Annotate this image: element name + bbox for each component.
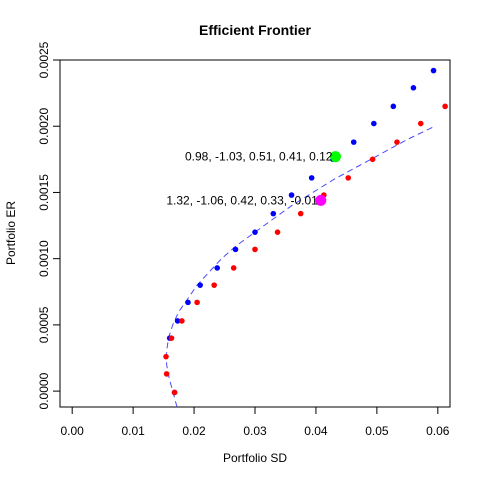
series-1-point: [185, 299, 191, 306]
highlight-point-2: [315, 194, 327, 206]
x-tick-label: 0.06: [426, 424, 450, 438]
series-2-point: [442, 103, 448, 110]
series-1-point: [308, 175, 315, 181]
series-1-point: [197, 282, 203, 288]
series-1-point: [270, 210, 277, 217]
series-2-point: [230, 265, 237, 271]
series-1-point: [288, 192, 295, 198]
chart-title: Efficient Frontier: [199, 22, 312, 38]
series-2-point: [297, 210, 304, 217]
y-tick-label: 0.0000: [37, 372, 51, 409]
highlight-point-1: [329, 151, 341, 163]
series-1-point: [430, 67, 437, 74]
series-2-point: [211, 282, 217, 288]
x-tick-label: 0.00: [61, 424, 85, 438]
x-axis: 0.00 0.01 0.02 0.03 0.04 0.05 0.06: [61, 407, 450, 438]
series-2-point: [179, 318, 185, 324]
y-axis-label: Portfolio ER: [4, 201, 18, 265]
x-axis-label: Portfolio SD: [223, 451, 287, 465]
y-axis: 0.0000 0.0005 0.0010 0.0015 0.0020 0.0025: [37, 41, 60, 409]
series-2-point: [417, 120, 424, 127]
y-tick-label: 0.0010: [37, 240, 51, 277]
series-2-point: [194, 299, 200, 306]
series-1-point: [252, 229, 258, 235]
series-2-point: [394, 139, 400, 145]
series-2-point: [163, 371, 170, 377]
series-2-point: [274, 229, 281, 235]
y-tick-label: 0.0005: [37, 306, 51, 343]
series-2-point: [171, 389, 178, 396]
points-layer: [163, 67, 448, 396]
series-2-point: [163, 353, 169, 360]
series-2-point: [345, 175, 352, 181]
x-tick-label: 0.01: [121, 424, 145, 438]
x-tick-label: 0.03: [243, 424, 267, 438]
series-2-point: [369, 156, 376, 163]
y-tick-label: 0.0015: [37, 174, 51, 211]
series-1-point: [232, 246, 239, 253]
series-1-point: [371, 120, 377, 127]
series-1-point: [214, 265, 221, 271]
series-2-point: [168, 335, 175, 341]
series-1-point: [174, 318, 181, 324]
series-1-point: [410, 85, 417, 91]
highlight-label-2: 1.32, -1.06, 0.42, 0.33, -0.01: [166, 193, 318, 207]
highlight-label-1: 0.98, -1.03, 0.51, 0.41, 0.12: [185, 150, 333, 164]
highlights-layer: 0.98, -1.03, 0.51, 0.41, 0.12 1.32, -1.06…: [166, 150, 341, 207]
x-tick-label: 0.05: [365, 424, 389, 438]
x-tick-label: 0.02: [182, 424, 206, 438]
frontier-line: [166, 125, 436, 408]
series-1-point: [390, 103, 397, 110]
series-2-point: [252, 246, 258, 253]
y-tick-label: 0.0025: [37, 41, 51, 78]
series-1-point: [350, 139, 357, 145]
x-tick-label: 0.04: [304, 424, 328, 438]
frontier-line-layer: [166, 125, 436, 408]
y-tick-label: 0.0020: [37, 108, 51, 145]
